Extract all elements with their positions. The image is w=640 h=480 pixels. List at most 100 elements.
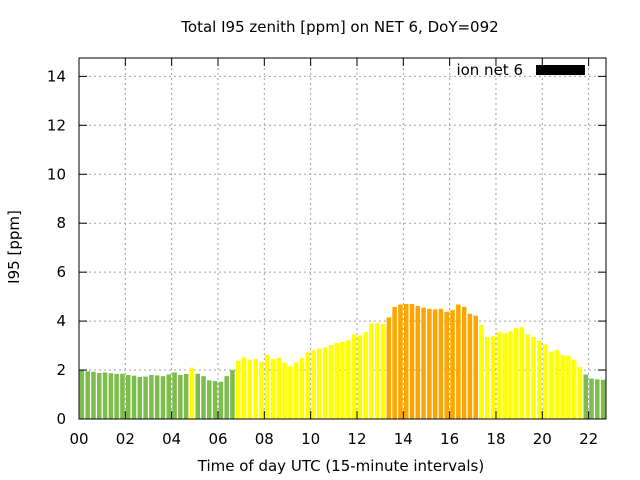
x-tick-label: 00	[69, 430, 88, 448]
bar	[444, 311, 450, 419]
y-tick-label: 6	[56, 263, 66, 281]
bar	[247, 359, 253, 419]
bar	[415, 305, 421, 419]
bar	[421, 307, 426, 419]
bar	[467, 313, 473, 419]
bar	[432, 309, 438, 419]
y-tick-label: 0	[56, 410, 66, 428]
bar	[183, 373, 189, 419]
bar	[525, 334, 531, 419]
y-tick-label: 8	[56, 214, 66, 232]
legend-swatch	[536, 65, 585, 75]
bar	[531, 337, 536, 419]
chart-title: Total I95 zenith [ppm] on NET 6, DoY=092	[180, 18, 498, 36]
bar	[189, 367, 195, 419]
bar	[224, 376, 229, 419]
bar	[131, 375, 137, 419]
bar	[513, 327, 519, 419]
bar	[149, 374, 154, 419]
bar	[334, 343, 339, 419]
y-tick-label: 4	[56, 312, 66, 330]
bar	[305, 352, 311, 419]
bar	[427, 308, 432, 419]
bar	[195, 373, 200, 419]
bar	[386, 317, 392, 419]
bar	[542, 344, 548, 419]
x-tick-label: 20	[533, 430, 552, 448]
bar	[160, 376, 166, 419]
bar	[178, 374, 183, 419]
y-tick-label: 2	[56, 361, 66, 379]
bar	[374, 323, 380, 419]
bar	[241, 357, 247, 419]
bar	[108, 373, 114, 419]
legend: ion net 6	[456, 61, 585, 79]
bar	[85, 371, 90, 419]
bar	[288, 366, 293, 419]
x-tick-label: 18	[486, 430, 505, 448]
bar	[282, 362, 287, 419]
x-tick-label: 04	[162, 430, 181, 448]
bar	[311, 349, 316, 419]
bar	[91, 371, 96, 419]
bar	[369, 323, 374, 419]
bars	[79, 303, 606, 419]
bar	[264, 354, 270, 419]
y-tick-label: 12	[47, 116, 66, 134]
bar	[114, 373, 119, 419]
bar	[363, 332, 368, 419]
bar	[317, 348, 322, 419]
bar	[230, 370, 235, 419]
legend-label: ion net 6	[456, 61, 523, 79]
bar	[125, 374, 131, 419]
bar	[438, 308, 444, 419]
bar	[322, 347, 328, 419]
bar	[485, 337, 490, 419]
bar	[577, 367, 583, 419]
x-tick-label: 08	[255, 430, 274, 448]
y-tick-label: 14	[47, 67, 66, 85]
x-tick-label: 22	[579, 430, 598, 448]
bar	[79, 370, 85, 419]
bar	[398, 304, 403, 419]
bar	[293, 362, 299, 419]
bar	[340, 341, 345, 419]
bar	[346, 340, 351, 419]
x-tick-label: 14	[394, 430, 413, 448]
bar	[357, 335, 363, 419]
bar	[351, 334, 357, 419]
bar	[560, 354, 565, 419]
bar	[566, 355, 571, 419]
bar	[166, 374, 172, 419]
bar	[201, 376, 206, 419]
bar	[583, 374, 588, 419]
bar	[392, 306, 397, 419]
grid	[79, 58, 606, 419]
bar	[207, 380, 212, 419]
bar	[456, 304, 461, 419]
bar	[473, 315, 478, 419]
bar	[554, 349, 560, 419]
bar	[143, 376, 148, 419]
x-tick-label: 10	[301, 430, 320, 448]
bar	[218, 381, 224, 419]
y-axis-label: I95 [ppm]	[5, 210, 23, 284]
bar	[409, 303, 415, 419]
bar	[97, 372, 102, 419]
plot-frame	[78, 57, 607, 420]
bar	[154, 375, 160, 419]
bar	[508, 331, 513, 419]
bar	[235, 360, 241, 419]
bar	[102, 372, 108, 419]
bar	[253, 359, 258, 419]
bar	[595, 379, 600, 419]
bar	[380, 324, 386, 419]
x-tick-label: 02	[116, 430, 135, 448]
bar	[496, 332, 502, 419]
bar	[270, 359, 276, 419]
x-tick-label: 12	[347, 430, 366, 448]
bar	[589, 378, 594, 419]
bar	[259, 361, 264, 419]
bar	[137, 376, 143, 419]
